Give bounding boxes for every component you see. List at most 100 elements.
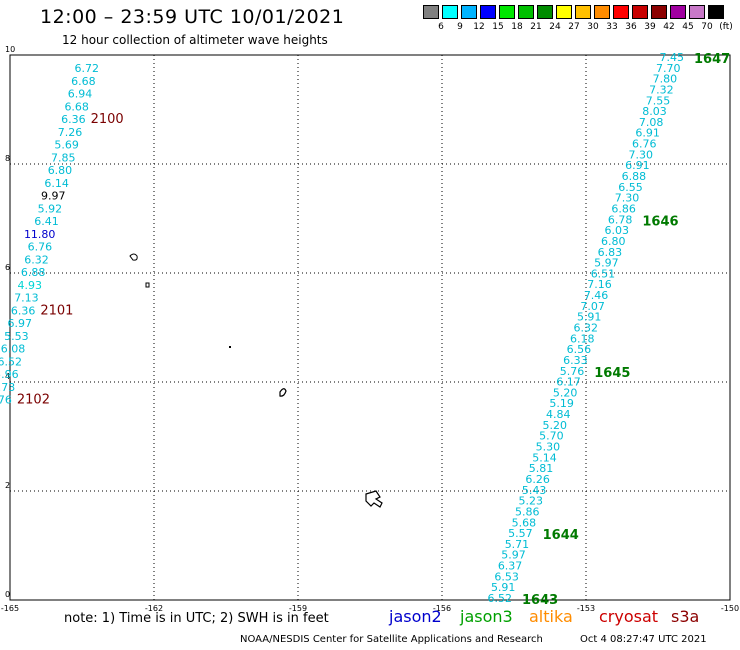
wave-height-label: 5.92 bbox=[38, 202, 63, 215]
wave-height-label: 6.56 bbox=[567, 343, 592, 356]
wave-height-label: 6.41 bbox=[34, 215, 59, 228]
wave-height-label: 6.88 bbox=[622, 170, 647, 183]
wave-height-label: 5.23 bbox=[518, 495, 543, 508]
y-tick-label: 2 bbox=[5, 481, 10, 490]
wave-height-label: 6.52 bbox=[488, 592, 513, 605]
wave-height-label: 7.55 bbox=[646, 94, 671, 107]
legend-swatch bbox=[575, 5, 591, 19]
wave-height-label: 7.32 bbox=[649, 83, 674, 96]
legend-swatch bbox=[518, 5, 534, 19]
credit-text: NOAA/NESDIS Center for Satellite Applica… bbox=[240, 634, 543, 645]
x-tick-label: -153 bbox=[577, 604, 595, 613]
legend-swatch bbox=[670, 5, 686, 19]
legend-unit: (ft) bbox=[719, 22, 733, 32]
legend-swatch bbox=[537, 5, 553, 19]
legend-label: 30 bbox=[587, 22, 599, 32]
wave-height-label: 5.91 bbox=[577, 311, 602, 324]
wave-height-label: 6.68 bbox=[71, 75, 96, 88]
wave-height-label: 6.18 bbox=[570, 332, 595, 345]
wave-height-label: 6.03 bbox=[604, 224, 629, 237]
wave-height-label: 6.88 bbox=[21, 266, 46, 279]
wave-height-label: 5.70 bbox=[539, 430, 564, 443]
wave-height-label: 6.32 bbox=[574, 322, 599, 335]
wave-height-label: 6.97 bbox=[8, 317, 33, 330]
island-outline bbox=[229, 346, 231, 348]
wave-height-label: 5.30 bbox=[536, 441, 561, 454]
legend-swatch bbox=[480, 5, 496, 19]
pass-time-label: 1644 bbox=[543, 528, 579, 543]
wave-height-label: 6.14 bbox=[44, 177, 69, 190]
wave-height-label: 6.73 bbox=[0, 381, 15, 394]
wave-height-label: 5.81 bbox=[529, 462, 554, 475]
timestamp-text: Oct 4 08:27:47 UTC 2021 bbox=[580, 634, 707, 645]
satellite-name: s3a bbox=[671, 607, 700, 626]
pass-time-label: 2101 bbox=[40, 303, 73, 318]
wave-height-label: 6.76 bbox=[0, 394, 12, 407]
legend-swatch bbox=[594, 5, 610, 19]
map-frame bbox=[9, 54, 731, 601]
legend-label: 21 bbox=[530, 22, 542, 32]
wave-height-label: 6.51 bbox=[591, 267, 616, 280]
satellite-name: cryosat bbox=[599, 607, 659, 626]
wave-height-label: 6.76 bbox=[632, 138, 657, 151]
wave-height-label: 5.69 bbox=[54, 139, 79, 152]
pass-time-label: 1645 bbox=[594, 366, 630, 381]
legend-label: 18 bbox=[511, 22, 523, 32]
wave-height-label: 7.16 bbox=[587, 278, 612, 291]
wave-height-label: 5.20 bbox=[543, 419, 568, 432]
wave-height-label: 6.33 bbox=[563, 354, 588, 367]
wave-height-label: 5.68 bbox=[512, 516, 537, 529]
wave-height-label: 6.36 bbox=[61, 113, 86, 126]
legend-label: 15 bbox=[492, 22, 504, 32]
wave-height-label: 6.55 bbox=[618, 181, 643, 194]
y-tick-label: 0 bbox=[5, 590, 10, 599]
map-title: 12:00 – 23:59 UTC 10/01/2021 bbox=[40, 6, 345, 28]
y-tick-label: 6 bbox=[5, 263, 10, 272]
wave-height-label: 6.76 bbox=[28, 241, 53, 254]
wave-height-label: 7.26 bbox=[58, 126, 83, 139]
wave-height-label: 6.94 bbox=[68, 88, 93, 101]
wave-height-label: 7.80 bbox=[653, 73, 678, 86]
satellite-name: jason2 bbox=[389, 607, 442, 626]
pass-time-label: 2100 bbox=[91, 112, 124, 127]
wave-height-label: 5.97 bbox=[501, 549, 526, 562]
wave-height-label: 5.86 bbox=[515, 505, 540, 518]
legend-swatch bbox=[442, 5, 458, 19]
x-tick-label: -159 bbox=[289, 604, 307, 613]
legend-label: 33 bbox=[606, 22, 618, 32]
wave-height-label: 6.86 bbox=[611, 202, 636, 215]
wave-height-label: 5.14 bbox=[532, 451, 557, 464]
satellite-name: jason3 bbox=[460, 607, 513, 626]
wave-height-label: 6.52 bbox=[0, 355, 22, 368]
legend-swatch bbox=[499, 5, 515, 19]
pass-time-label: 1647 bbox=[694, 52, 730, 67]
legend-label: 9 bbox=[457, 22, 463, 32]
wave-height-label: 7.45 bbox=[660, 51, 685, 64]
legend-swatch bbox=[613, 5, 629, 19]
y-tick-label: 10 bbox=[5, 45, 15, 54]
wave-height-label: 5.19 bbox=[549, 397, 574, 410]
legend-label: 39 bbox=[644, 22, 656, 32]
legend-label: 36 bbox=[625, 22, 637, 32]
wave-height-label: 7.13 bbox=[14, 292, 39, 305]
wave-height-label: 6.32 bbox=[24, 253, 49, 266]
x-tick-label: -150 bbox=[721, 604, 739, 613]
island-outline bbox=[279, 388, 287, 397]
wave-height-label: 6.72 bbox=[75, 62, 100, 75]
wave-height-label: 5.97 bbox=[594, 257, 619, 270]
y-tick-label: 4 bbox=[5, 372, 10, 381]
island-outline bbox=[145, 282, 150, 288]
wave-height-label: 6.36 bbox=[11, 304, 36, 317]
legend-swatch bbox=[651, 5, 667, 19]
pass-time-label: 1646 bbox=[642, 214, 678, 229]
wave-height-label: 6.68 bbox=[64, 100, 89, 113]
island-outline bbox=[129, 253, 138, 261]
legend-label: 24 bbox=[549, 22, 561, 32]
wave-height-label: 6.91 bbox=[625, 159, 650, 172]
pass-time-label: 1643 bbox=[522, 593, 558, 608]
x-tick-label: -162 bbox=[145, 604, 163, 613]
wave-height-label: 5.96 bbox=[0, 368, 19, 381]
wave-height-label: 4.93 bbox=[18, 279, 43, 292]
legend-swatch bbox=[632, 5, 648, 19]
